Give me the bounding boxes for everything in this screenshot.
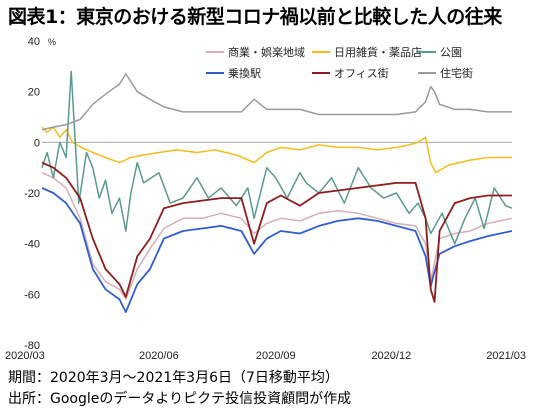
y-tick-label: 0 <box>34 137 40 149</box>
series-line-1 <box>41 126 512 174</box>
series-line-2 <box>41 70 513 245</box>
x-tick-label: 2020/06 <box>139 350 179 362</box>
series-line-5 <box>41 73 512 131</box>
series-line-3 <box>41 187 513 313</box>
x-tick-label: 2020/03 <box>5 350 45 362</box>
x-tick-label: 2020/09 <box>256 350 296 362</box>
x-tick-label: 2020/12 <box>371 350 411 362</box>
footnote-source: 出所：Googleのデータよりピクテ投信投資顧問が作成 <box>8 391 352 407</box>
y-tick-label: -40 <box>24 239 40 251</box>
y-tick-label: -20 <box>24 188 40 200</box>
legend-label-5: 住宅街 <box>440 66 473 80</box>
y-unit-label: % <box>48 37 56 47</box>
x-tick-label: 2021/03 <box>486 350 526 362</box>
series-line-4 <box>41 161 512 303</box>
y-tick-label: -80 <box>24 340 40 352</box>
legend-label-2: 公園 <box>440 46 462 59</box>
y-tick-label: 20 <box>28 87 40 99</box>
y-tick-label: 40 <box>28 36 40 48</box>
legend-label-1: 日用雑貨・薬品店 <box>334 45 422 59</box>
y-tick-label: -60 <box>24 289 40 301</box>
legend-label-3: 乗換駅 <box>228 67 261 80</box>
series-line-0 <box>41 172 513 301</box>
legend-label-0: 商業・娯楽地域 <box>228 45 305 59</box>
legend-label-4: オフィス街 <box>334 66 389 80</box>
chart-title: 図表1：東京のおける新型コロナ禍以前と比較した人の往来 <box>8 6 502 28</box>
footnote-period: 期間：2020年3月～2021年3月6日（7日移動平均） <box>8 370 339 386</box>
